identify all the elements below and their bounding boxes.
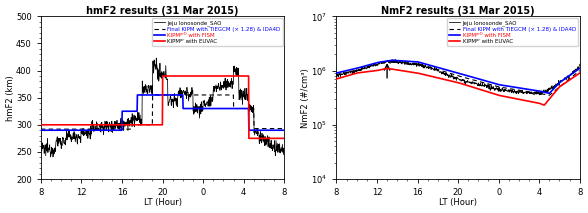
KIPMᵖʳ with EUVAC xyxy=(193,75,200,77)
Line: Final KIPM with TIEGCM (× 1.28) & IDA4D: Final KIPM with TIEGCM (× 1.28) & IDA4D xyxy=(336,62,580,95)
Final KIPM with TIEGCM (× 1.28) & IDA4D xyxy=(52,128,59,130)
KIPMᵖʳ with EUVAC xyxy=(348,73,355,76)
Line: Jeju Ionosonde_SAO: Jeju Ionosonde_SAO xyxy=(336,59,580,95)
Jeju Ionosonde_SAO xyxy=(576,63,583,66)
Line: KIPMᵖʳᴰ with FISM: KIPMᵖʳᴰ with FISM xyxy=(336,60,580,93)
Final KIPM with TIEGCM (× 1.28) & IDA4D xyxy=(280,127,288,130)
Final KIPM with TIEGCM (× 1.28) & IDA4D xyxy=(193,94,200,96)
Jeju Ionosonde_SAO xyxy=(333,76,340,78)
Jeju Ionosonde_SAO xyxy=(222,89,229,91)
Jeju Ionosonde_SAO xyxy=(392,58,399,61)
Line: KIPMᵖʳᴰ with FISM: KIPMᵖʳᴰ with FISM xyxy=(41,95,284,130)
Final KIPM with TIEGCM (× 1.28) & IDA4D xyxy=(576,69,583,72)
Title: NmF2 results (31 Mar 2015): NmF2 results (31 Mar 2015) xyxy=(381,6,535,16)
KIPMᵖʳ with EUVAC xyxy=(481,89,488,92)
Jeju Ionosonde_SAO xyxy=(186,94,193,96)
KIPMᵖʳ with EUVAC xyxy=(280,137,288,140)
Final KIPM with TIEGCM (× 1.28) & IDA4D xyxy=(37,128,44,130)
KIPMᵖʳᴰ with FISM xyxy=(546,92,553,95)
KIPMᵖʳᴰ with FISM xyxy=(52,129,59,131)
Jeju Ionosonde_SAO xyxy=(543,90,550,93)
KIPMᵖʳ with EUVAC xyxy=(245,137,252,140)
Line: KIPMᵖʳ with EUVAC: KIPMᵖʳ with EUVAC xyxy=(41,76,284,138)
X-axis label: LT (Hour): LT (Hour) xyxy=(143,199,182,207)
KIPMᵖʳᴰ with FISM xyxy=(222,107,229,110)
KIPMᵖʳᴰ with FISM xyxy=(389,59,396,62)
KIPMᵖʳ with EUVAC xyxy=(540,104,547,106)
KIPMᵖʳᴰ with FISM xyxy=(333,72,340,74)
KIPMᵖʳ with EUVAC xyxy=(179,75,186,77)
Line: KIPMᵖʳ with EUVAC: KIPMᵖʳ with EUVAC xyxy=(336,68,580,105)
Jeju Ionosonde_SAO xyxy=(37,149,44,151)
Legend: Jeju Ionosonde_SAO, Final KIPM with TIEGCM (× 1.28) & IDA4D, KIPMᵖʳᴰ with FISM, : Jeju Ionosonde_SAO, Final KIPM with TIEG… xyxy=(152,18,283,46)
KIPMᵖʳ with EUVAC xyxy=(333,78,340,80)
KIPMᵖʳᴰ with FISM xyxy=(247,129,254,131)
Final KIPM with TIEGCM (× 1.28) & IDA4D xyxy=(518,89,525,92)
Jeju Ionosonde_SAO xyxy=(179,92,186,95)
KIPMᵖʳᴰ with FISM xyxy=(543,91,550,94)
KIPMᵖʳᴰ with FISM xyxy=(179,94,186,96)
Jeju Ionosonde_SAO xyxy=(536,94,543,96)
Jeju Ionosonde_SAO xyxy=(518,90,525,93)
Final KIPM with TIEGCM (× 1.28) & IDA4D xyxy=(185,94,192,96)
KIPMᵖʳ with EUVAC xyxy=(248,137,255,140)
Final KIPM with TIEGCM (× 1.28) & IDA4D xyxy=(348,70,355,73)
KIPMᵖʳᴰ with FISM xyxy=(475,78,482,80)
Jeju Ionosonde_SAO xyxy=(280,146,288,149)
Final KIPM with TIEGCM (× 1.28) & IDA4D xyxy=(333,73,340,76)
KIPMᵖʳᴰ with FISM xyxy=(576,67,583,70)
KIPMᵖʳᴰ with FISM xyxy=(518,87,525,89)
Jeju Ionosonde_SAO xyxy=(481,85,488,88)
KIPMᵖʳ with EUVAC xyxy=(185,75,192,77)
X-axis label: LT (Hour): LT (Hour) xyxy=(439,199,477,207)
KIPMᵖʳᴰ with FISM xyxy=(134,94,141,96)
KIPMᵖʳ with EUVAC xyxy=(159,75,166,77)
KIPMᵖʳᴰ with FISM xyxy=(488,81,495,84)
Legend: Jeju Ionosonde_SAO, Final KIPM with TIEGCM (× 1.28) & IDA4D, KIPMᵖʳᴰ with FISM, : Jeju Ionosonde_SAO, Final KIPM with TIEG… xyxy=(447,18,578,46)
KIPMᵖʳ with EUVAC xyxy=(488,92,495,94)
Jeju Ionosonde_SAO xyxy=(153,57,160,59)
KIPMᵖʳ with EUVAC xyxy=(475,88,482,90)
Final KIPM with TIEGCM (× 1.28) & IDA4D xyxy=(149,94,156,96)
Jeju Ionosonde_SAO xyxy=(475,84,482,86)
Jeju Ionosonde_SAO xyxy=(248,107,255,109)
Y-axis label: NmF2 (#/cm³): NmF2 (#/cm³) xyxy=(301,68,310,128)
KIPMᵖʳ with EUVAC xyxy=(222,75,229,77)
Line: Jeju Ionosonde_SAO: Jeju Ionosonde_SAO xyxy=(41,58,284,157)
Line: Final KIPM with TIEGCM (× 1.28) & IDA4D: Final KIPM with TIEGCM (× 1.28) & IDA4D xyxy=(41,95,284,129)
Jeju Ionosonde_SAO xyxy=(488,88,495,90)
KIPMᵖʳ with EUVAC xyxy=(384,67,391,70)
Final KIPM with TIEGCM (× 1.28) & IDA4D xyxy=(222,94,229,96)
Final KIPM with TIEGCM (× 1.28) & IDA4D xyxy=(481,82,488,84)
KIPMᵖʳ with EUVAC xyxy=(37,124,44,126)
Y-axis label: hmF2 (km): hmF2 (km) xyxy=(5,75,15,121)
KIPMᵖʳᴰ with FISM xyxy=(280,129,288,131)
Final KIPM with TIEGCM (× 1.28) & IDA4D xyxy=(247,107,254,110)
Final KIPM with TIEGCM (× 1.28) & IDA4D xyxy=(488,84,495,86)
Final KIPM with TIEGCM (× 1.28) & IDA4D xyxy=(179,94,186,96)
KIPMᵖʳᴰ with FISM xyxy=(348,68,355,71)
Jeju Ionosonde_SAO xyxy=(47,156,54,158)
Jeju Ionosonde_SAO xyxy=(193,110,200,112)
Jeju Ionosonde_SAO xyxy=(348,71,355,73)
Final KIPM with TIEGCM (× 1.28) & IDA4D xyxy=(543,94,550,96)
Final KIPM with TIEGCM (× 1.28) & IDA4D xyxy=(546,94,553,96)
Title: hmF2 results (31 Mar 2015): hmF2 results (31 Mar 2015) xyxy=(86,6,239,16)
KIPMᵖʳ with EUVAC xyxy=(543,101,550,104)
Final KIPM with TIEGCM (× 1.28) & IDA4D xyxy=(384,60,391,63)
KIPMᵖʳᴰ with FISM xyxy=(481,79,488,82)
KIPMᵖʳ with EUVAC xyxy=(518,98,525,101)
KIPMᵖʳᴰ with FISM xyxy=(185,107,192,110)
KIPMᵖʳᴰ with FISM xyxy=(37,129,44,131)
KIPMᵖʳ with EUVAC xyxy=(576,72,583,74)
KIPMᵖʳᴰ with FISM xyxy=(193,107,200,110)
KIPMᵖʳ with EUVAC xyxy=(52,124,59,126)
Final KIPM with TIEGCM (× 1.28) & IDA4D xyxy=(475,80,482,83)
Jeju Ionosonde_SAO xyxy=(52,140,59,142)
